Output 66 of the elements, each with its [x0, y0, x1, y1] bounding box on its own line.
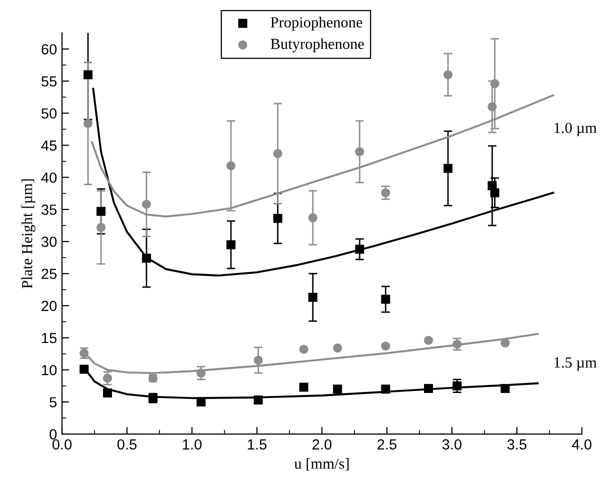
- point: [142, 200, 151, 209]
- point: [254, 396, 263, 405]
- y-tick-label: 55: [42, 76, 57, 87]
- point: [84, 118, 93, 128]
- point: [299, 382, 308, 392]
- point: [500, 338, 510, 348]
- point: [80, 364, 89, 374]
- y-tick-label: 45: [41, 140, 57, 151]
- y-tick-label: 40: [41, 172, 57, 183]
- point: [96, 222, 106, 232]
- point: [103, 374, 112, 383]
- x-tick-label: 1.0: [182, 439, 202, 450]
- annotation: 1.5 µm: [554, 357, 597, 371]
- point: [381, 384, 390, 394]
- x-tick-label: 0.0: [52, 439, 72, 450]
- x-tick-label: 3.5: [507, 439, 526, 450]
- y-tick-label: 0: [50, 429, 57, 440]
- y-tick-label: 35: [41, 204, 57, 215]
- x-tick-label: 3.0: [442, 439, 462, 450]
- y-tick-label: 50: [42, 108, 57, 119]
- point: [490, 79, 500, 88]
- y-tick-label: 5: [50, 397, 57, 408]
- point: [490, 188, 500, 198]
- point: [96, 206, 106, 216]
- point: [273, 214, 282, 223]
- point: [381, 294, 390, 304]
- point: [488, 102, 497, 112]
- point: [424, 336, 434, 345]
- point: [355, 244, 364, 254]
- y-tick-label: 20: [42, 300, 57, 312]
- point: [333, 384, 342, 394]
- y-tick-label: 25: [42, 268, 57, 280]
- legend-label: Butyrophenone: [270, 38, 364, 52]
- x-tick-label: 2.5: [378, 439, 396, 450]
- point: [226, 161, 236, 170]
- point: [452, 381, 462, 390]
- point: [196, 368, 206, 378]
- point: [254, 356, 263, 365]
- point: [443, 70, 452, 80]
- point: [424, 384, 434, 393]
- point: [84, 70, 93, 80]
- point: [273, 149, 282, 158]
- annotation: 1.0 µm: [554, 122, 597, 136]
- x-tick-label: 4.0: [572, 439, 592, 450]
- y-axis-title: Plate Height [µm]: [21, 179, 36, 288]
- legend-label: Propiophenone: [270, 16, 362, 31]
- point: [500, 384, 510, 393]
- y-tick-label: 60: [42, 44, 57, 54]
- y-tick-label: 15: [42, 333, 57, 344]
- point: [226, 240, 236, 250]
- x-axis-title: u [mm/s]: [294, 458, 349, 471]
- point: [142, 254, 151, 263]
- x-tick-label: 2.0: [312, 439, 332, 450]
- x-tick-label: 0.5: [117, 439, 137, 450]
- point: [308, 213, 318, 222]
- point: [443, 164, 452, 173]
- point: [308, 292, 318, 302]
- y-tick-label: 30: [41, 236, 57, 247]
- point: [333, 344, 342, 353]
- point: [103, 388, 112, 398]
- x-tick-label: 1.5: [248, 439, 266, 450]
- point: [299, 344, 308, 354]
- y-tick-label: 10: [42, 364, 57, 376]
- point: [355, 147, 364, 156]
- point: [381, 188, 390, 198]
- point: [381, 342, 390, 351]
